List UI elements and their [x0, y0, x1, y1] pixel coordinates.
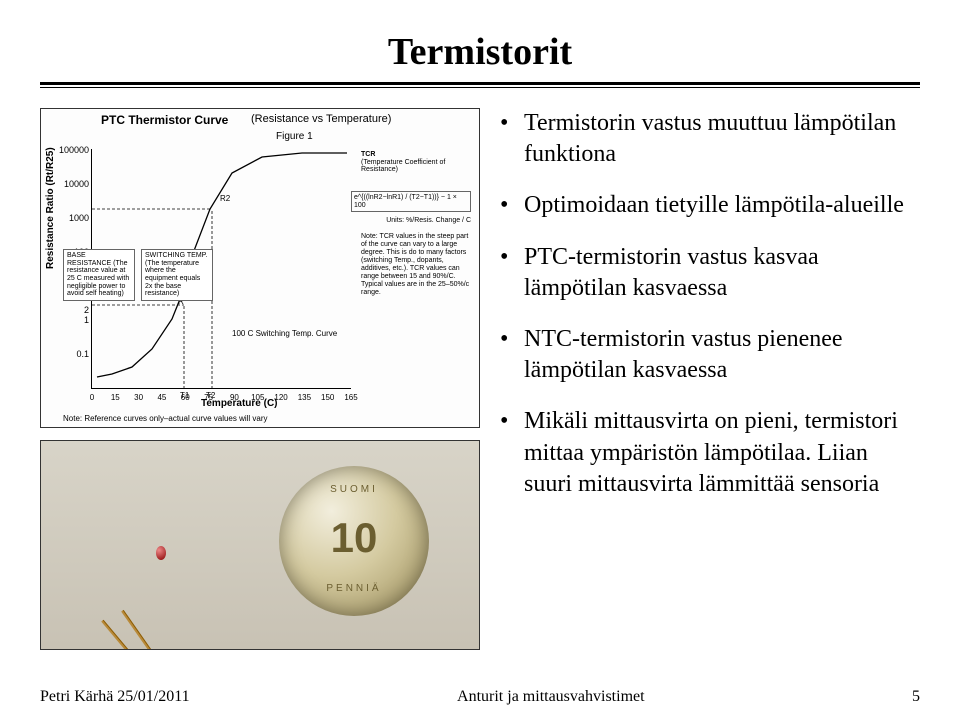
tcr-title: TCR: [361, 151, 375, 158]
chart-footnote: Note: Reference curves only–actual curve…: [63, 414, 268, 423]
bullet-list: Termistorin vastus muuttuu lämpötilan fu…: [500, 108, 920, 500]
chart-title: PTC Thermistor Curve: [101, 113, 228, 127]
left-column: PTC Thermistor Curve (Resistance vs Temp…: [40, 108, 480, 650]
ytick: 1: [49, 315, 89, 325]
annot-switch: SWITCHING TEMP. (The temperature where t…: [141, 249, 213, 301]
xtick: 45: [157, 393, 166, 402]
xtick: 135: [298, 393, 311, 402]
xtick: 15: [111, 393, 120, 402]
ytick: 2: [49, 305, 89, 315]
tcr-sub: (Temperature Coefficient of Resistance): [361, 159, 445, 174]
ytick: 100000: [49, 145, 89, 155]
xtick: 90: [230, 393, 239, 402]
footer: Petri Kärhä 25/01/2011 Anturit ja mittau…: [40, 688, 920, 706]
tcr-note: Note: TCR values in the steep part of th…: [361, 233, 471, 297]
tcr-eq: e^{((lnR2−lnR1) / (T2−T1))} − 1 × 100: [351, 191, 471, 212]
ytick: 10000: [49, 179, 89, 189]
xtick: 0: [90, 393, 94, 402]
annot-base: BASE RESISTANCE (The resistance value at…: [63, 249, 135, 301]
ptc-chart-figure: PTC Thermistor Curve (Resistance vs Temp…: [40, 108, 480, 428]
label-r2: R2: [220, 194, 230, 203]
xtick: 120: [274, 393, 287, 402]
chart-subtitle: (Resistance vs Temperature): [251, 113, 391, 125]
footer-author-date: Petri Kärhä 25/01/2011: [40, 688, 190, 706]
ytick: 1000: [49, 213, 89, 223]
bullet-item: Optimoidaan tietyille lämpötila-alueille: [500, 190, 920, 221]
coin-number: 10: [279, 514, 429, 562]
content-row: PTC Thermistor Curve (Resistance vs Temp…: [40, 108, 920, 650]
title-divider: [40, 82, 920, 88]
footer-title: Anturit ja mittausvahvistimet: [457, 688, 645, 706]
tcr-units: Units: %/Resis. Change / C: [386, 217, 471, 225]
bullet-item: Termistorin vastus muuttuu lämpötilan fu…: [500, 108, 920, 170]
xtick: 150: [321, 393, 334, 402]
bullet-item: Mikäli mittausvirta on pieni, termistori…: [500, 406, 920, 500]
thermistor-lead: [101, 620, 167, 650]
coin: SUOMI 10 PENNIÄ: [279, 466, 429, 616]
right-column: Termistorin vastus muuttuu lämpötilan fu…: [490, 108, 920, 650]
bullet-item: PTC-termistorin vastus kasvaa lämpötilan…: [500, 242, 920, 304]
footer-page-number: 5: [912, 688, 920, 706]
label-100c: 100 C Switching Temp. Curve: [232, 329, 337, 338]
xtick: 165: [344, 393, 357, 402]
label-t1: T1: [180, 391, 189, 400]
label-t2: T2: [206, 391, 215, 400]
xtick: 105: [251, 393, 264, 402]
bullet-item: NTC-termistorin vastus pienenee lämpötil…: [500, 324, 920, 386]
coin-top-text: SUOMI: [279, 484, 429, 495]
coin-bottom-text: PENNIÄ: [279, 583, 429, 594]
thermistor-bead: [156, 546, 166, 560]
thermistor-lead: [121, 610, 186, 650]
thermistor-photo: SUOMI 10 PENNIÄ: [40, 440, 480, 650]
ytick: 0.1: [49, 349, 89, 359]
figure-label: Figure 1: [276, 131, 313, 142]
xtick: 30: [134, 393, 143, 402]
page-title: Termistorit: [40, 30, 920, 74]
